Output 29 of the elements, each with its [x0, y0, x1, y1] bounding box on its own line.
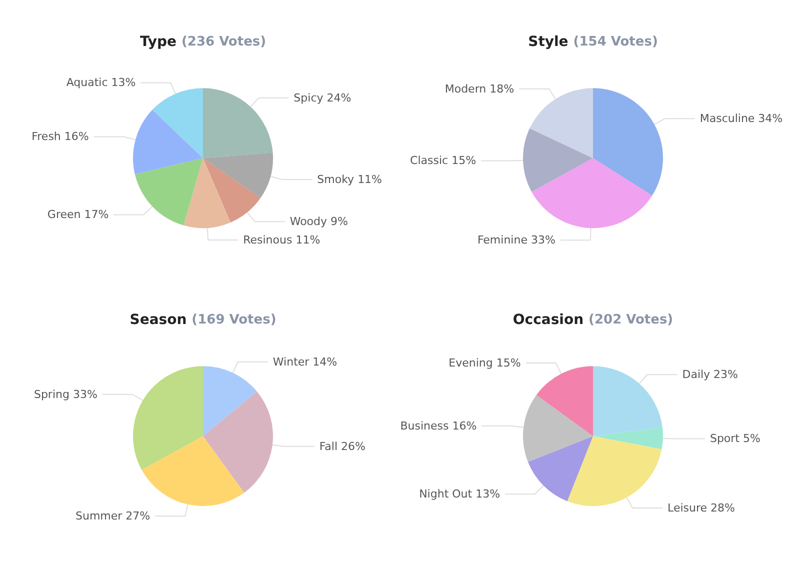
slice-label: Sport 5%: [710, 432, 760, 446]
chart-subtitle: (236 Votes): [181, 34, 266, 50]
chart-subtitle: (202 Votes): [588, 312, 674, 328]
slice-label: Feminine 33%: [477, 234, 556, 247]
slice-label: Modern 18%: [444, 82, 514, 96]
slice-label: Evening 15%: [448, 356, 521, 370]
slice-label: Smoky 11%: [317, 173, 382, 186]
slice-label: Classic 15%: [410, 154, 476, 168]
slice-label: Masculine 34%: [700, 112, 783, 126]
chart-title: Type: [140, 34, 176, 50]
slice-label: Fall 26%: [319, 440, 366, 453]
slice-label: Business 16%: [400, 419, 477, 432]
chart-title: Season: [130, 312, 187, 328]
chart-subtitle: (169 Votes): [192, 312, 276, 328]
slice-label: Summer 27%: [75, 510, 150, 523]
chart-title: Style: [528, 34, 568, 50]
slice-label: Fresh 16%: [32, 130, 89, 144]
slice-label: Spicy 24%: [294, 91, 352, 104]
chart-subtitle: (154 Votes): [573, 34, 658, 50]
slice-label: Resinous 11%: [243, 233, 320, 246]
slice-label: Night Out 13%: [419, 488, 500, 501]
slice-label: Leisure 28%: [668, 501, 735, 514]
chart-title: Occasion: [512, 312, 584, 328]
slice-label: Aquatic 13%: [66, 76, 136, 90]
slice-label: Winter 14%: [272, 355, 338, 368]
slice-label: Green 17%: [47, 208, 109, 222]
slice-label: Spring 33%: [34, 388, 98, 401]
slice-label: Woody 9%: [290, 215, 348, 228]
slice-label: Daily 23%: [682, 368, 738, 382]
